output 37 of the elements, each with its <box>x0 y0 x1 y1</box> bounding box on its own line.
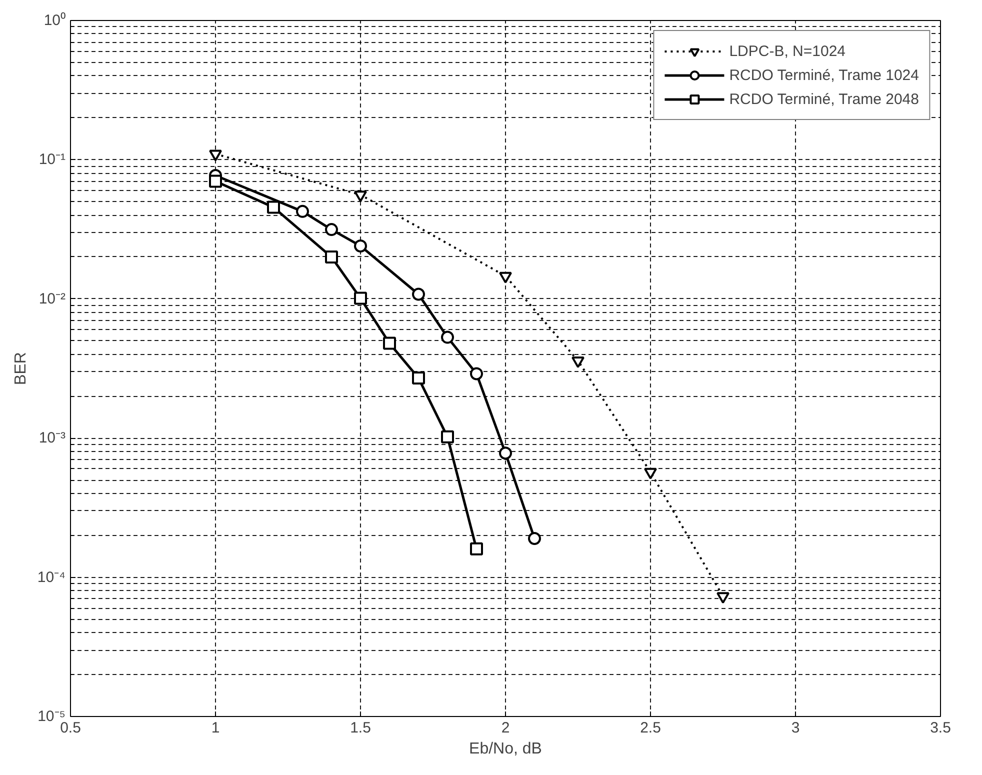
point <box>325 250 338 264</box>
point <box>470 542 483 556</box>
point <box>499 446 512 460</box>
x-tick-label: 1 <box>211 720 220 736</box>
point <box>209 174 222 188</box>
y-tick-label: 10⁻² <box>38 290 66 308</box>
point <box>354 239 367 252</box>
point <box>572 356 584 368</box>
point <box>267 200 280 214</box>
point <box>644 468 657 480</box>
x-tick-label: 0.5 <box>60 720 81 736</box>
y-tick-label: 10⁰ <box>44 12 66 29</box>
legend-label: RCDO Terminé, Trame 2048 <box>729 90 919 108</box>
point <box>296 204 309 218</box>
x-tick-label: 2 <box>501 720 510 736</box>
point <box>441 430 454 444</box>
point <box>441 330 454 344</box>
point <box>412 288 425 301</box>
y-tick-label: 10⁻³ <box>38 430 66 447</box>
point <box>528 532 541 545</box>
y-tick-label: 10⁻¹ <box>38 151 66 168</box>
x-tick-label: 3.5 <box>930 720 951 736</box>
point <box>499 272 512 284</box>
legend-label: RCDO Terminé, Trame 1024 <box>729 66 919 84</box>
x-axis-title: Eb/No, dB <box>469 740 542 758</box>
x-tick-label: 3 <box>791 720 800 736</box>
point <box>412 372 425 385</box>
point <box>716 592 730 604</box>
point <box>470 367 483 380</box>
y-axis-title: BER <box>12 352 30 385</box>
x-tick-label: 1.5 <box>350 720 371 736</box>
point <box>325 223 338 236</box>
point <box>354 292 367 305</box>
y-tick-label: 10⁻⁴ <box>37 568 66 586</box>
x-tick-label: 2.5 <box>640 720 661 736</box>
point <box>383 336 396 350</box>
legend-label: LDPC-B, N=1024 <box>729 42 846 60</box>
